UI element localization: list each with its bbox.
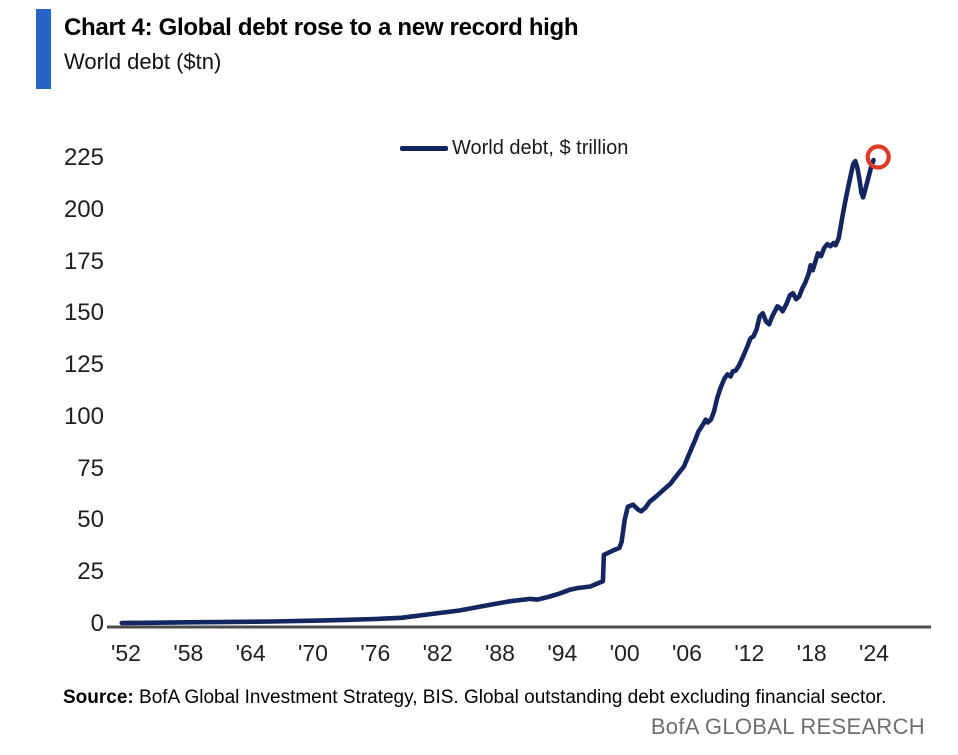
source-text: BofA Global Investment Strategy, BIS. Gl…	[139, 687, 887, 708]
x-axis-tick-label: '06	[672, 640, 702, 666]
x-axis-tick-label: '18	[796, 640, 827, 666]
x-axis-tick-label: '52	[111, 640, 141, 666]
x-axis-tick-label: '00	[609, 640, 640, 666]
y-axis-tick-label: 125	[63, 351, 104, 379]
y-axis-tick-label: 225	[63, 144, 104, 171]
chart-title: Chart 4: Global debt rose to a new recor…	[64, 14, 579, 41]
x-axis-tick-label: '64	[235, 640, 266, 666]
x-axis-tick-label: '88	[485, 640, 515, 666]
y-axis-tick-label: 100	[63, 402, 104, 430]
x-axis-tick-label: '82	[422, 640, 453, 666]
x-axis-tick-label: '70	[298, 640, 328, 666]
y-axis-tick-label: 50	[77, 506, 104, 534]
x-axis-tick-label: '94	[547, 640, 578, 666]
y-axis-tick-label: 175	[63, 247, 104, 275]
x-axis-tick-label: '58	[173, 640, 204, 666]
legend-line-swatch	[400, 145, 448, 151]
title-accent-bar	[36, 9, 51, 89]
source-label: Source:	[63, 687, 134, 708]
x-axis-tick-label: '12	[734, 640, 765, 666]
y-axis-tick-label: 200	[63, 195, 104, 223]
legend: World debt, $ trillion	[400, 135, 628, 161]
x-axis-tick-label: '24	[859, 640, 889, 666]
record-high-circle-annotation	[865, 144, 891, 170]
y-axis-tick-label: 0	[90, 610, 104, 637]
world-debt-line	[119, 157, 876, 626]
legend-label: World debt, $ trillion	[452, 136, 629, 159]
x-axis-tick-label: '76	[360, 640, 391, 666]
chart-subtitle: World debt ($tn)	[64, 49, 222, 74]
y-axis-tick-label: 150	[63, 299, 104, 327]
y-axis-tick-label: 25	[77, 558, 104, 586]
bofa-global-research-branding: BofA GLOBAL RESEARCH	[650, 714, 925, 739]
source-note: Source: BofA Global Investment Strategy,…	[63, 687, 933, 709]
y-axis-tick-label: 75	[77, 454, 104, 482]
